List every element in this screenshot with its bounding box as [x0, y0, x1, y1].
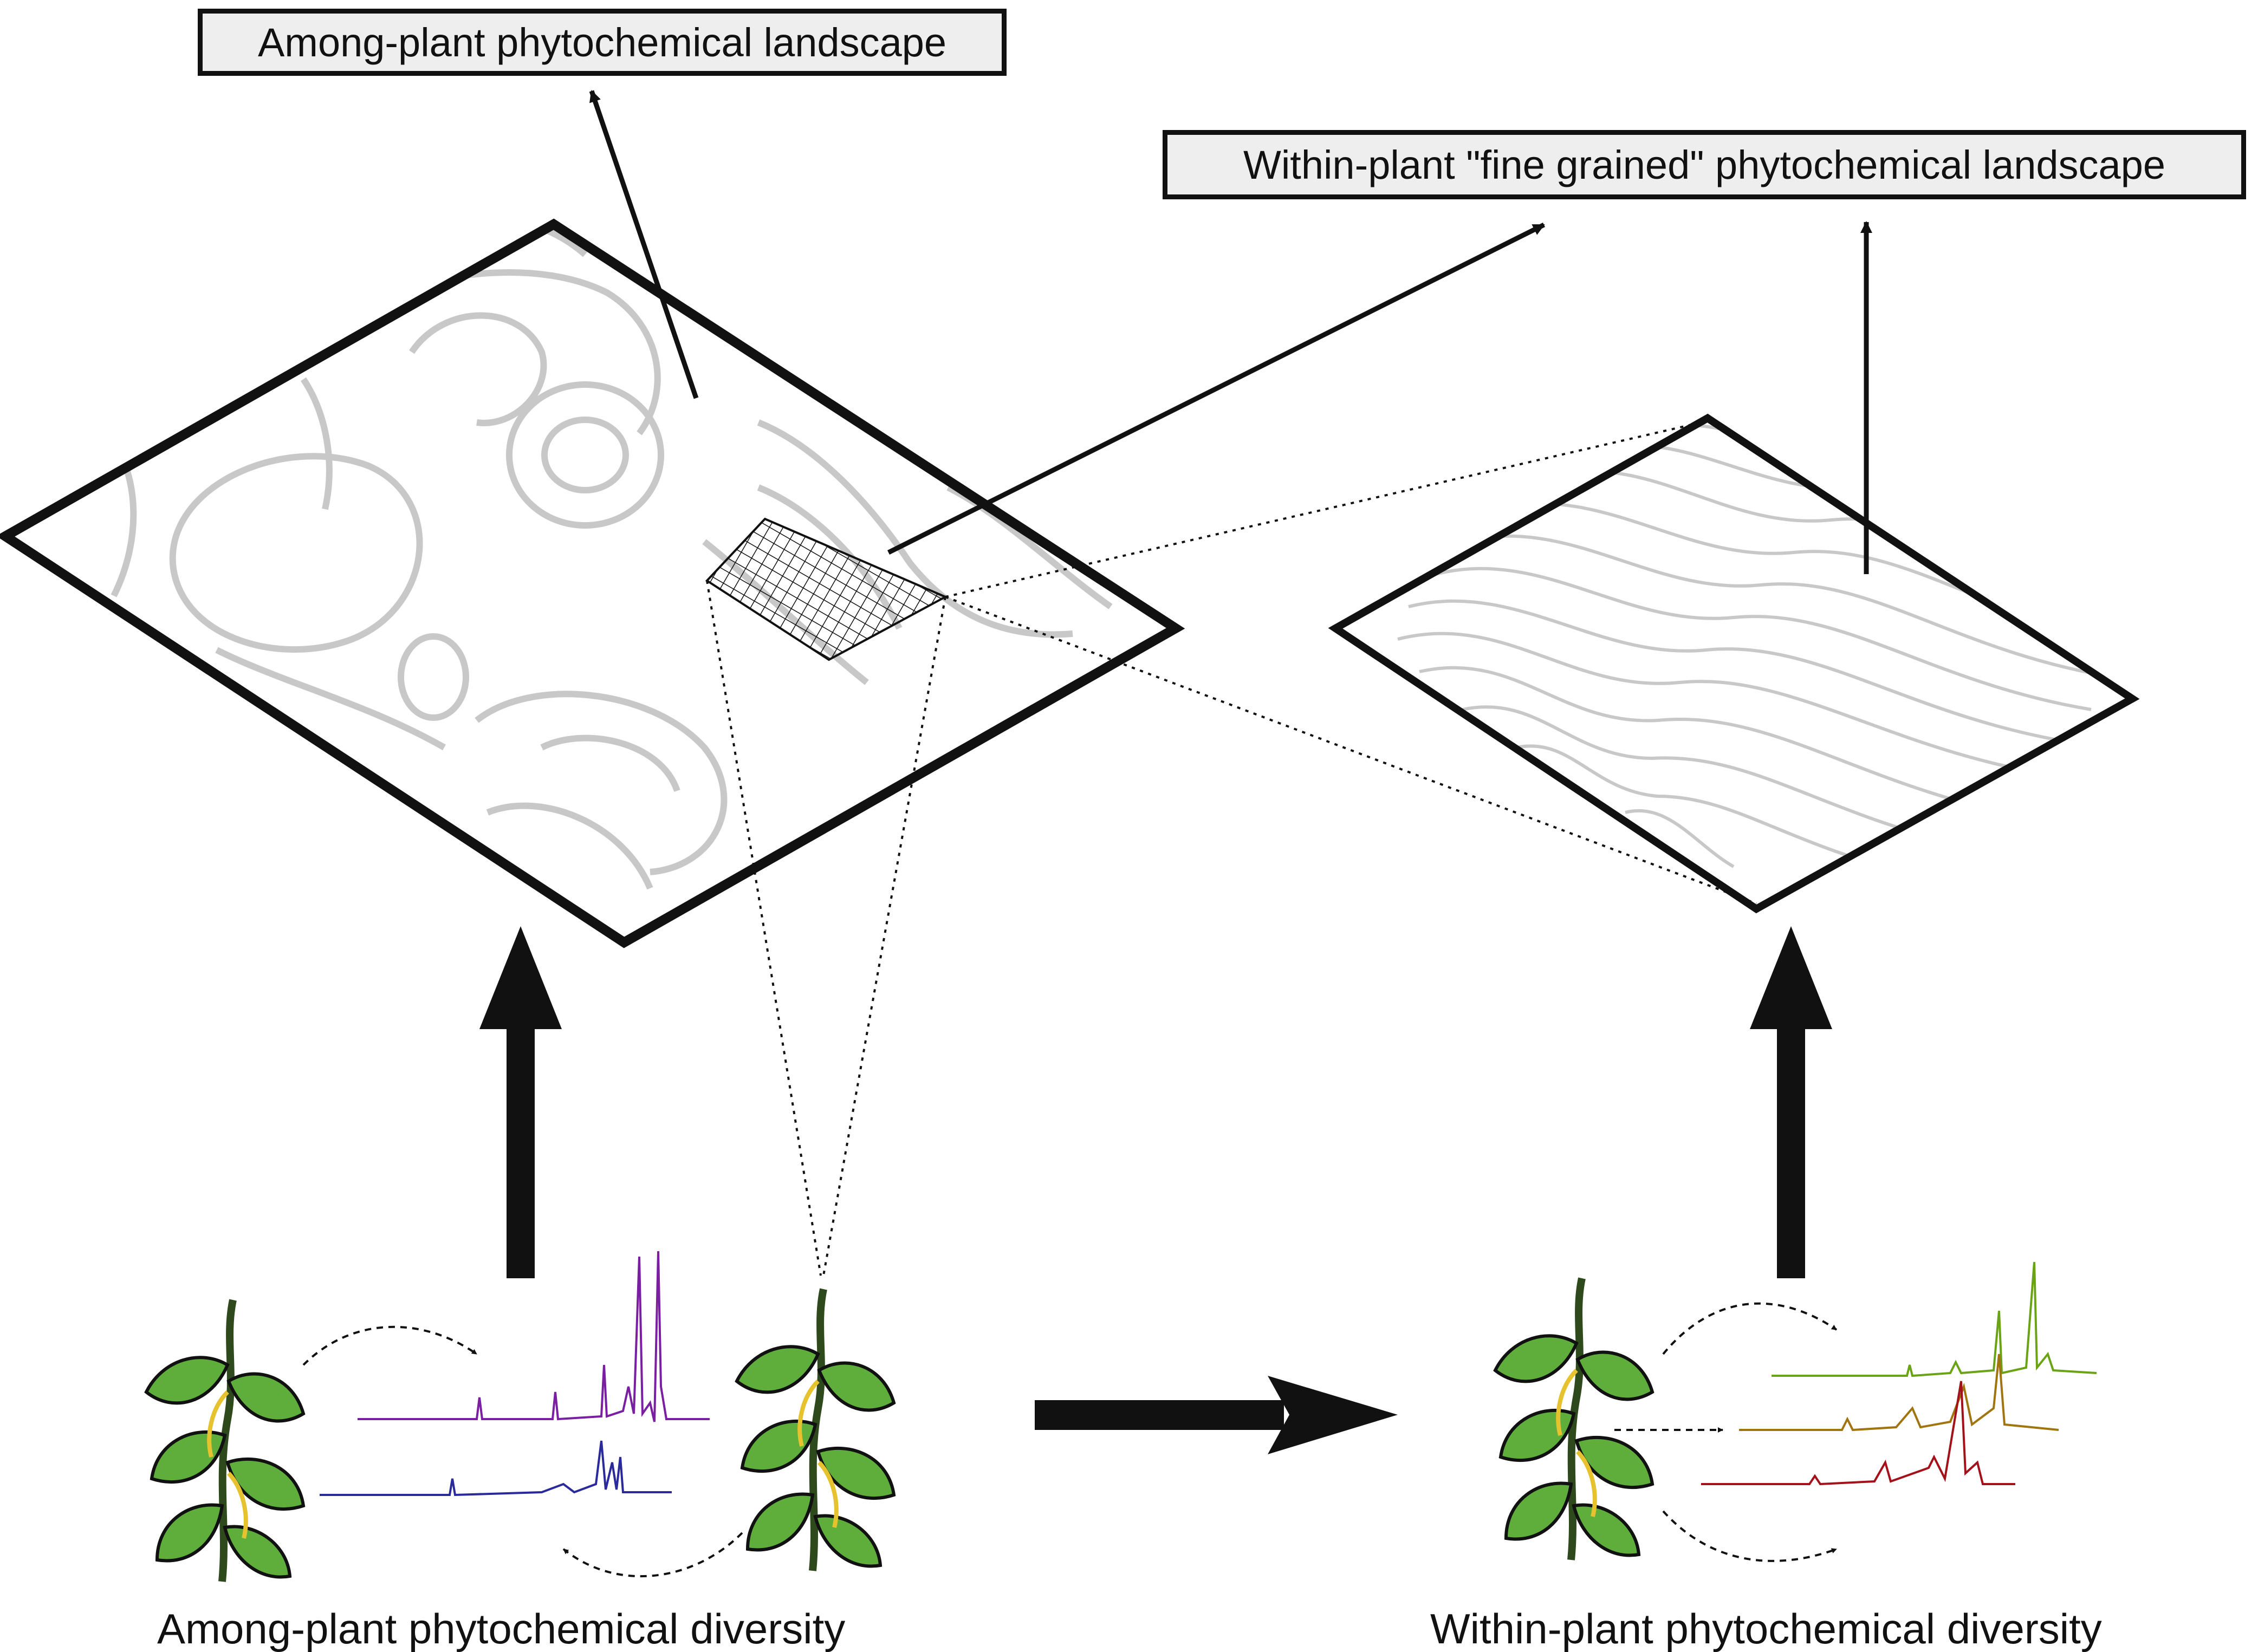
big-arrows	[479, 926, 1832, 1454]
projection-lines	[706, 421, 1757, 1276]
dashed-flow-arrows	[302, 1302, 1838, 1577]
within-plant-landscape-label: Within-plant "fine grained" phytochemica…	[1163, 130, 2246, 199]
spectrum-trace	[320, 1251, 710, 1497]
among-plant-diversity-caption: Among-plant phytochemical diversity	[157, 1605, 846, 1652]
plant-icon	[146, 1300, 303, 1582]
plant-icon	[737, 1289, 894, 1571]
connector-arrows	[589, 90, 1872, 574]
spectrum-trace	[1701, 1261, 2097, 1486]
among-plant-landscape-label: Among-plant phytochemical landscape	[198, 9, 1007, 76]
among-plant-landscape-map	[0, 218, 1185, 948]
within-plant-landscape-map	[1328, 413, 2140, 914]
within-plant-diversity-caption: Within-plant phytochemical diversity	[1430, 1605, 2102, 1652]
plant-icon	[1495, 1278, 1652, 1560]
